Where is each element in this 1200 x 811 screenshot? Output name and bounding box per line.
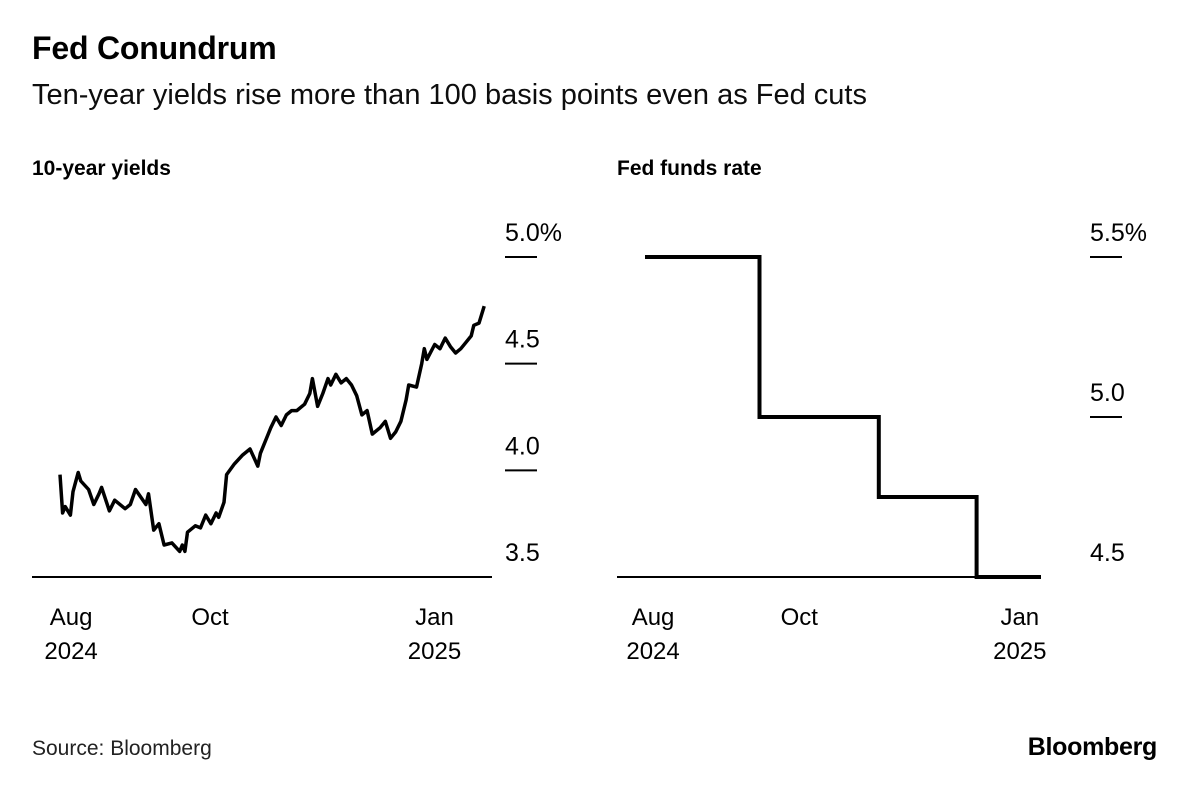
- x-tick-label: Oct: [781, 604, 819, 631]
- y-tick-label: 3.5: [505, 539, 540, 567]
- x-tick-label: Jan: [1000, 604, 1039, 631]
- x-tick-label: Oct: [191, 604, 229, 631]
- source-credit: Source: Bloomberg: [32, 737, 212, 760]
- page-subtitle: Ten-year yields rise more than 100 basis…: [32, 79, 867, 111]
- charts-row: 10-year yields 5.0% 4.5 4.0 3.5 Aug 2024 Oct Ja…: [32, 156, 1162, 669]
- x-tick-label: Jan: [415, 604, 454, 631]
- x-tick-label: 2024: [626, 638, 679, 665]
- fed-funds-step-line: [645, 255, 1041, 579]
- y-tick-label: 4.0: [505, 432, 540, 460]
- x-tick-label: 2025: [408, 638, 461, 665]
- x-tick-label: 2025: [993, 638, 1046, 665]
- chart-10-year-yields: 10-year yields 5.0% 4.5 4.0 3.5 Aug 2024 Oct Ja…: [32, 156, 572, 669]
- y-tick-label: 5.0%: [505, 219, 562, 247]
- x-tick-label: Aug: [632, 604, 675, 631]
- chart-title-10-year-yields: 10-year yields: [32, 157, 171, 180]
- page-title: Fed Conundrum: [32, 30, 277, 66]
- footer: Source: Bloomberg Bloomberg: [32, 733, 1157, 762]
- y-tick-label: 4.5: [505, 326, 540, 354]
- bloomberg-logo: Bloomberg: [1027, 733, 1158, 761]
- x-tick-label: 2024: [44, 638, 97, 665]
- header: Fed Conundrum Ten-year yields rise more …: [32, 30, 1168, 112]
- y-tick-label: 5.0: [1090, 379, 1125, 407]
- y-tick-label: 5.5%: [1090, 219, 1147, 247]
- x-tick-label: Aug: [50, 604, 93, 631]
- ten-year-yield-line: [58, 305, 486, 554]
- y-tick-label: 4.5: [1090, 539, 1125, 567]
- fed-funds-rate-plot: 5.5% 5.0 4.5 Aug 2024 Oct Jan 2025: [617, 219, 1147, 665]
- chart-title-fed-funds-rate: Fed funds rate: [617, 157, 762, 180]
- ten-year-yields-plot: 5.0% 4.5 4.0 3.5 Aug 2024 Oct Jan 2025: [32, 219, 562, 665]
- chart-fed-funds-rate: Fed funds rate 5.5% 5.0 4.5 Aug 2024 Oct Jan 20…: [617, 156, 1162, 669]
